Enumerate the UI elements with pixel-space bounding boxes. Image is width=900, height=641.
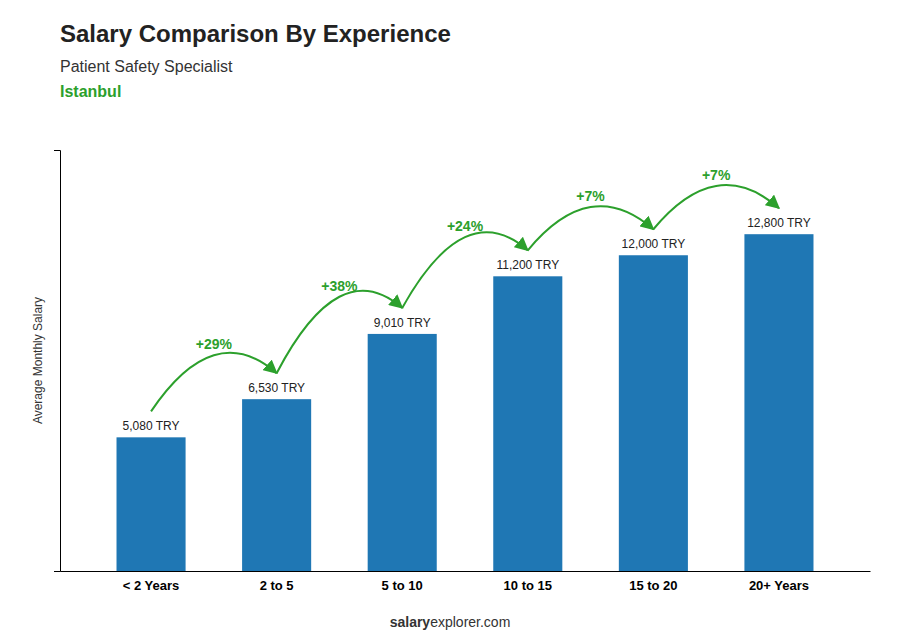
y-axis-label: Average Monthly Salary <box>31 297 45 424</box>
bar <box>242 399 311 571</box>
x-tick-label: 20+ Years <box>749 578 809 593</box>
change-label: +24% <box>447 218 484 234</box>
value-labels: 5,080 TRY 6,530 TRY 9,010 TRY 11,200 TRY 12,… <box>123 216 811 433</box>
chart: Salary Comparison By Experience Patient S… <box>0 0 900 641</box>
x-tick: 15 to 20 <box>629 578 677 593</box>
x-tick-label: 2 to 5 <box>260 578 294 593</box>
bar <box>368 334 437 571</box>
y-axis <box>54 151 61 572</box>
bar <box>493 276 562 571</box>
x-axis: < 2 Years 2 to 5 5 to 10 10 to 15 15 to 20 20… <box>61 572 871 594</box>
value-label: 5,080 TRY <box>123 419 180 433</box>
change-label: +38% <box>321 278 358 294</box>
x-tick-label: 10 to 15 <box>504 578 552 593</box>
change-arrow <box>151 353 277 412</box>
value-label: 11,200 TRY <box>496 258 559 272</box>
value-label: 6,530 TRY <box>248 381 305 395</box>
value-label: 12,800 TRY <box>747 216 811 230</box>
change-arrow <box>277 291 403 374</box>
x-tick: < 2 Years <box>123 578 180 593</box>
x-tick-label: 15 to 20 <box>629 578 677 593</box>
change-label: +29% <box>196 336 233 352</box>
x-tick: 5 to 10 <box>382 578 423 593</box>
value-label: 12,000 TRY <box>622 237 686 251</box>
title: Salary Comparison By Experience <box>60 20 451 47</box>
plot: < 2 Years 2 to 5 5 to 10 10 to 15 15 to 20 20… <box>54 151 871 594</box>
footer-bold: salary <box>390 614 431 630</box>
change-arrow <box>653 185 779 229</box>
x-tick: 10 to 15 <box>504 578 552 593</box>
change-label: +7% <box>702 167 731 183</box>
change-label: +7% <box>576 188 605 204</box>
x-axis-line <box>61 571 871 572</box>
footer: salaryexplorer.com <box>390 614 511 630</box>
change-arrow <box>402 232 528 308</box>
bar <box>619 255 688 571</box>
y-axis-line <box>54 151 61 572</box>
city: Istanbul <box>60 83 121 100</box>
x-tick: 2 to 5 <box>260 578 294 593</box>
bars <box>117 234 814 571</box>
x-tick: 20+ Years <box>749 578 809 593</box>
footer-normal: explorer.com <box>430 614 510 630</box>
change-arrow <box>528 206 654 250</box>
bar <box>117 437 186 571</box>
value-label: 9,010 TRY <box>374 316 431 330</box>
x-tick-label: 5 to 10 <box>382 578 423 593</box>
subtitle: Patient Safety Specialist <box>60 58 233 75</box>
bar <box>744 234 813 571</box>
change-annotations: +29% +38% +24% +7% +7% <box>151 167 779 411</box>
x-tick-label: < 2 Years <box>123 578 180 593</box>
